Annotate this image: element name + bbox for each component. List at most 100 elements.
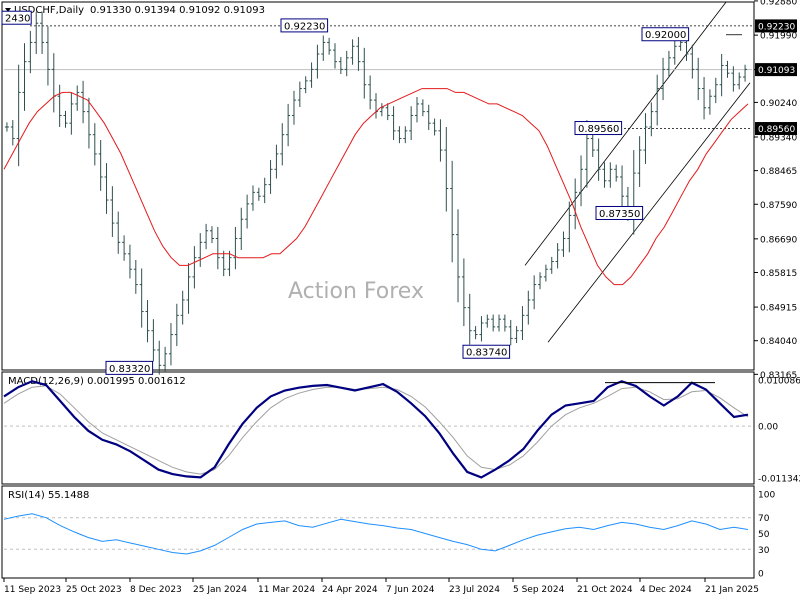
price-bar [737,72,742,90]
price-bar [209,226,214,244]
price-bar [731,66,736,92]
time-tick-label: 7 Jun 2024 [386,585,435,595]
price-bar [16,64,21,167]
price-bar [420,99,425,117]
price-bar [145,299,150,343]
time-tick-label: 25 Oct 2023 [66,585,122,595]
dropdown-triangle-icon[interactable] [5,8,11,12]
svg-text:0.89560: 0.89560 [758,125,795,135]
price-bar [227,250,232,277]
price-bar [256,187,261,201]
time-tick-label: 23 Jul 2024 [449,585,500,595]
price-bar [338,57,343,74]
rsi-tick-label: 30 [758,546,770,556]
price-bar [450,160,455,263]
price-bar [233,226,238,270]
price-bar [110,186,115,237]
price-bar [497,314,502,332]
price-bar [28,30,33,74]
price-bar [473,326,478,340]
price-bar [631,150,636,235]
price-bar [385,103,390,121]
price-bar [362,47,367,99]
price-bar [356,37,361,71]
price-bar [315,44,320,79]
ohlc-values: 0.91330 0.91394 0.91092 0.91093 [90,5,265,16]
time-tick-label: 11 Sep 2023 [4,585,61,595]
price-bar [350,39,355,65]
price-bar [602,162,607,188]
macd-tick-label: -0.011342 [758,475,800,485]
channel-trend-line [547,82,751,343]
time-tick-label: 25 Jan 2024 [193,585,247,595]
price-bar [661,57,666,101]
macd-panel-frame [1,371,755,485]
price-bar [702,77,707,120]
time-tick-label: 4 Dec 2024 [640,585,692,595]
price-bar [10,120,15,146]
rsi-line [3,513,749,555]
watermark-text: Action Forex [288,279,424,304]
price-bar [69,92,74,135]
price-bar [4,122,9,132]
price-bar [520,306,525,340]
price-bar [502,314,507,332]
moving-average [3,88,749,286]
price-tick-label: 0.85815 [760,269,797,279]
rsi-panel-frame [1,485,755,579]
price-annotation-label: 0.92230 [280,18,329,33]
price-bar [344,50,349,77]
price-tick-label: 0.84040 [760,337,797,347]
price-bar [98,140,103,191]
price-bar [596,138,601,181]
macd-line [3,380,749,479]
price-bar [426,104,431,131]
price-bar [438,119,443,162]
price-bar [379,103,384,117]
time-tick-label: 11 Mar 2024 [258,585,315,595]
price-bar [526,290,531,325]
price-axis: 0.92880 0.91990 0.91093 0.90240 0.89340 0.884… [754,0,797,381]
price-bar [192,246,197,289]
price-bar [391,106,396,141]
rsi-tick-label: 70 [758,514,770,524]
rsi-title: RSI(14) 55.1488 [8,490,89,501]
time-tick-label: 21 Oct 2024 [577,585,633,595]
price-bar [221,250,226,277]
price-bar [327,37,332,55]
price-bar [186,263,191,314]
price-bar [532,275,537,310]
price-bar [491,314,496,332]
price-bar [719,53,724,97]
price-bar [40,11,45,54]
price-bar [286,103,291,147]
price-bar [643,113,648,164]
price-bar [309,62,314,88]
price-bar [116,211,121,254]
price-tick-label: 0.83165 [760,371,797,381]
time-axis: 11 Sep 2023 25 Oct 2023 8 Dec 2023 25 Jan 2… [3,578,759,595]
price-bar [250,185,255,211]
svg-text:0.83740: 0.83740 [466,348,507,359]
macd-title: MACD(12,26,9) 0.001995 0.001612 [8,376,186,387]
macd-tick-label: 0.010086 [758,377,800,387]
price-bar [743,64,748,82]
symbol-title: USDCHF,Daily [14,5,84,16]
price-tick-label: 0.86690 [760,235,797,245]
price-bar [725,60,730,78]
price-bar [45,26,50,86]
price-bar [397,126,402,144]
price-tick-label: 0.92880 [760,0,797,7]
price-bar [57,84,62,127]
price-tick-label: 0.91990 [760,32,797,42]
rsi-tick-label: 0 [758,570,764,580]
price-bar [485,314,490,328]
time-tick-label: 21 Jan 2025 [705,585,759,595]
price-tag: 0.92230 [755,19,797,33]
price-bar [649,102,654,137]
macd-lines: 0.010086 0.00 -0.011342 [3,377,800,485]
price-bar [321,35,326,61]
price-bar [245,194,250,229]
price-bar [163,346,168,373]
